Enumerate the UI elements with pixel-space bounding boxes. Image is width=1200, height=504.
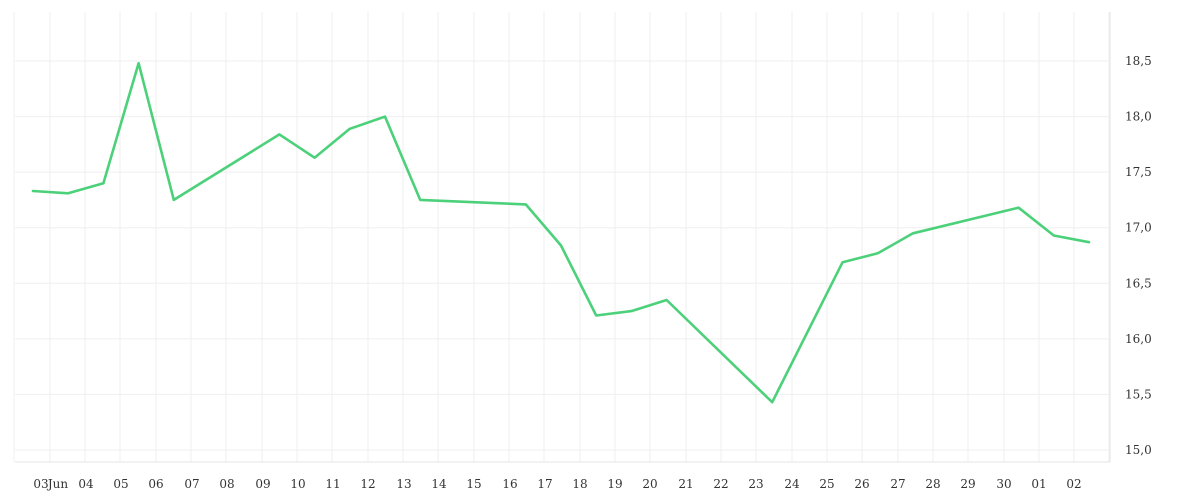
x-tick-label: 21: [678, 477, 693, 491]
x-tick-label: 29: [960, 477, 975, 491]
x-tick-label: 14: [431, 477, 447, 491]
x-tick-label: 28: [925, 477, 940, 491]
x-tick-label: 04: [78, 477, 94, 491]
y-tick-label: 17,5: [1125, 165, 1152, 179]
y-tick-label: 17,0: [1125, 221, 1152, 235]
x-tick-label: 30: [996, 477, 1011, 491]
x-tick-label: 26: [854, 477, 869, 491]
x-tick-label: 03: [33, 477, 48, 491]
x-tick-label: 09: [255, 477, 270, 491]
x-tick-label: 11: [325, 477, 340, 491]
x-tick-label: 06: [148, 477, 163, 491]
x-tick-label: 19: [607, 477, 622, 491]
y-tick-label: 16,0: [1125, 332, 1152, 346]
y-tick-label: 15,5: [1125, 387, 1152, 401]
y-tick-label: 15,0: [1125, 443, 1152, 457]
x-tick-label: 15: [466, 477, 481, 491]
x-tick-label: 22: [713, 477, 728, 491]
x-tick-label: 16: [502, 477, 517, 491]
x-tick-label: 05: [113, 477, 128, 491]
y-tick-label: 18,5: [1125, 54, 1152, 68]
x-tick-label: 01: [1031, 477, 1046, 491]
y-tick-label: 18,0: [1125, 110, 1152, 124]
x-tick-label: 08: [219, 477, 234, 491]
grid-lines: [14, 12, 1110, 462]
x-tick-label: 23: [748, 477, 763, 491]
x-tick-label: Jun: [46, 477, 69, 491]
y-tick-label: 16,5: [1125, 276, 1152, 290]
x-tick-label: 07: [184, 477, 199, 491]
x-tick-label: 25: [819, 477, 834, 491]
x-tick-label: 12: [360, 477, 375, 491]
x-tick-label: 24: [784, 477, 800, 491]
y-axis-ticks: 15,0 15,5 16,0 16,5 17,0 17,5 18,0 18,5: [1125, 54, 1152, 457]
x-tick-label: 13: [396, 477, 411, 491]
x-tick-label: 27: [890, 477, 905, 491]
x-tick-label: 18: [572, 477, 587, 491]
x-tick-label: 10: [290, 477, 305, 491]
x-tick-label: 17: [537, 477, 552, 491]
x-tick-label: 02: [1066, 477, 1081, 491]
x-tick-label: 20: [642, 477, 657, 491]
